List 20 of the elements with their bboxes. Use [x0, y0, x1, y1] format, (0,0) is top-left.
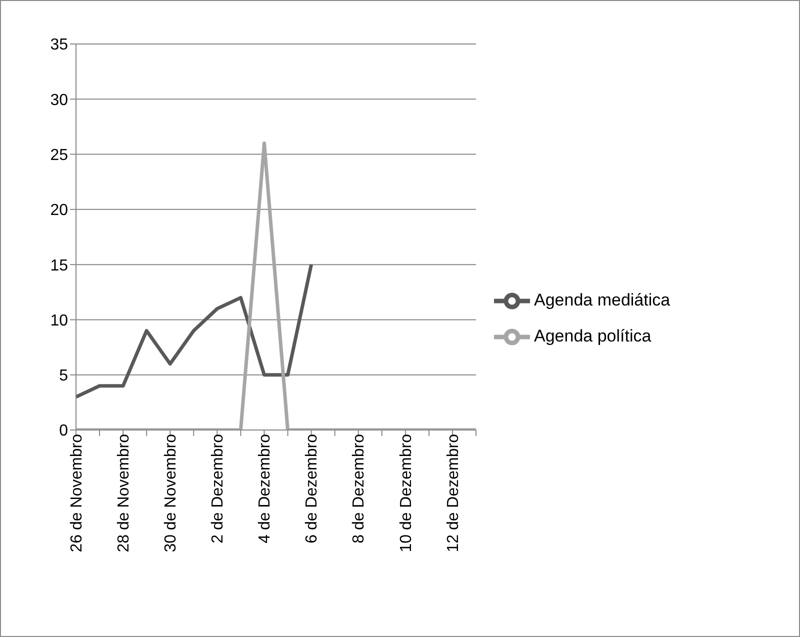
x-tick-label: 30 de Novembro [162, 434, 180, 552]
y-tick-label: 20 [50, 202, 68, 220]
x-tick-label: 2 de Dezembro [210, 434, 227, 544]
y-tick-label: 35 [50, 36, 68, 54]
y-tick-label: 15 [50, 257, 68, 274]
y-tick-label: 25 [50, 146, 68, 164]
legend-label: Agenda mediática [534, 290, 670, 309]
x-tick-label: 8 de Dezembro [350, 434, 368, 544]
x-tick-label: 28 de Novembro [115, 434, 132, 552]
y-tick-label: 30 [50, 92, 68, 109]
x-tick-label: 6 de Dezembro [304, 434, 321, 544]
x-tick-label: 10 de Dezembro [398, 434, 415, 552]
legend-label: Agenda política [534, 326, 652, 345]
y-tick-label: 0 [59, 422, 68, 440]
x-tick-label: 12 de Dezembro [444, 434, 462, 552]
y-tick-label: 10 [50, 312, 68, 330]
x-tick-label: 26 de Novembro [68, 434, 86, 552]
line-series [74, 262, 314, 399]
x-tick-label: 4 de Dezembro [256, 434, 274, 544]
y-tick-label: 5 [59, 368, 68, 385]
